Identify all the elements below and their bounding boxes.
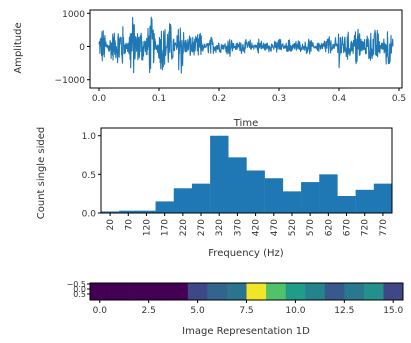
spectrum-x-axis-label: Frequency (Hz) xyxy=(208,248,284,259)
spectrum-bar xyxy=(137,210,156,213)
image-cell xyxy=(226,283,247,300)
spectrum-x-tick-label: 70 xyxy=(124,219,134,231)
spectrum-panel: 20 70 120 170 220 270 320 370 420 470 520 570 620 670… xyxy=(36,127,393,259)
image-x-tick-label: 12.5 xyxy=(334,306,354,316)
spectrum-y-tick-label: 0.0 xyxy=(82,210,97,220)
spectrum-bar xyxy=(228,157,247,213)
signal-y-tick-label: 1000 xyxy=(62,10,85,20)
image-cell xyxy=(363,283,384,300)
image-x-tick-label: 5.0 xyxy=(190,306,205,316)
spectrum-bar xyxy=(191,183,211,213)
image-cell xyxy=(187,283,208,300)
image-cell xyxy=(266,283,286,300)
image-cell xyxy=(207,283,228,300)
spectrum-x-tick-label: 320 xyxy=(215,219,225,236)
spectrum-bar xyxy=(210,135,229,213)
spectrum-bar xyxy=(173,188,193,213)
signal-panel: 0.0 0.1 0.2 0.3 0.4 0.5 1000 0 −1000 Time Ampli… xyxy=(13,9,406,129)
image-cell xyxy=(90,283,110,300)
signal-x-tick-label: 0.1 xyxy=(152,94,166,104)
signal-x-tick-label: 0.3 xyxy=(272,94,286,104)
spectrum-bar xyxy=(301,182,320,213)
spectrum-x-tick-label: 270 xyxy=(197,219,207,236)
spectrum-bar xyxy=(355,189,375,213)
image-x-tick-label: 7.5 xyxy=(239,306,253,316)
spectrum-y-tick-label: 1.0 xyxy=(82,132,97,142)
image-cell xyxy=(305,283,326,300)
spectrum-x-tick-label: 420 xyxy=(252,219,262,236)
signal-x-tick-label: 0.4 xyxy=(332,94,347,104)
image-cell xyxy=(148,283,169,300)
spectrum-bars xyxy=(101,135,393,213)
spectrum-bar xyxy=(282,191,302,213)
spectrum-x-tick-label: 370 xyxy=(233,219,243,236)
signal-y-tick-label: −1000 xyxy=(55,76,86,86)
image-representation-panel: 0.0 2.5 5.0 7.5 10.0 12.5 15.0 −0.50.00.5 Imag… xyxy=(67,280,404,337)
spectrum-x-tick-label: 770 xyxy=(379,219,389,236)
spectrum-x-tick-label: 520 xyxy=(288,219,298,236)
signal-x-tick-label: 0.0 xyxy=(92,94,107,104)
image-cell xyxy=(383,283,404,300)
image-x-axis-label: Image Representation 1D xyxy=(182,326,310,337)
spectrum-bar xyxy=(373,183,393,213)
spectrum-x-ticks: 20 70 120 170 220 270 320 370 420 470 520 570 620 670… xyxy=(106,213,389,236)
spectrum-x-tick-label: 170 xyxy=(161,219,171,236)
image-cell xyxy=(344,283,365,300)
image-cell xyxy=(285,283,306,300)
image-x-tick-label: 15.0 xyxy=(383,306,403,316)
signal-plot-frame xyxy=(89,9,403,89)
spectrum-plot-frame xyxy=(100,127,393,214)
spectrum-bar xyxy=(155,201,174,213)
spectrum-x-tick-label: 470 xyxy=(270,219,280,236)
signal-x-axis-label: Time xyxy=(233,118,258,129)
spectrum-x-tick-label: 20 xyxy=(106,219,116,231)
spectrum-x-tick-label: 120 xyxy=(142,219,152,236)
image-cells xyxy=(90,283,404,300)
signal-y-tick-label: 0 xyxy=(79,43,85,53)
spectrum-y-ticks: 0.0 0.5 1.0 xyxy=(82,132,101,220)
image-x-tick-label: 0.0 xyxy=(93,306,108,316)
image-cell xyxy=(129,283,149,300)
spectrum-x-tick-label: 570 xyxy=(306,219,316,236)
spectrum-x-tick-label: 720 xyxy=(361,219,371,236)
signal-x-ticks: 0.0 0.1 0.2 0.3 0.4 0.5 xyxy=(92,88,406,104)
signal-x-tick-label: 0.5 xyxy=(392,94,406,104)
spectrum-x-tick-label: 620 xyxy=(324,219,334,236)
image-cell xyxy=(246,283,267,300)
image-cell xyxy=(168,283,189,300)
spectrum-bar xyxy=(119,210,138,213)
spectrum-bar xyxy=(337,196,356,213)
image-x-tick-label: 2.5 xyxy=(142,306,156,316)
image-y-tick-label: 0.0 xyxy=(73,285,86,294)
signal-y-ticks: 1000 0 −1000 xyxy=(55,10,90,86)
image-x-tick-label: 10.0 xyxy=(285,306,305,316)
spectrum-y-axis-label: Count single sided xyxy=(36,127,47,220)
spectrum-x-tick-label: 670 xyxy=(343,219,353,236)
spectrum-bar xyxy=(319,174,338,213)
signal-line xyxy=(98,16,394,74)
image-y-tick-label: 0.5 xyxy=(73,290,86,299)
spectrum-bar xyxy=(264,178,284,213)
spectrum-bar xyxy=(101,211,120,213)
spectrum-bar xyxy=(246,170,265,213)
image-cell xyxy=(324,283,345,300)
image-y-ticks: −0.50.00.5 xyxy=(67,280,90,299)
spectrum-x-tick-label: 220 xyxy=(179,219,189,236)
image-y-tick-label: −0.5 xyxy=(67,280,86,289)
spectrum-y-tick-label: 0.5 xyxy=(82,171,96,181)
signal-x-tick-label: 0.2 xyxy=(212,94,226,104)
signal-y-axis-label: Amplitude xyxy=(13,22,24,73)
image-x-ticks: 0.0 2.5 5.0 7.5 10.0 12.5 15.0 xyxy=(93,300,404,316)
image-cell xyxy=(109,283,130,300)
